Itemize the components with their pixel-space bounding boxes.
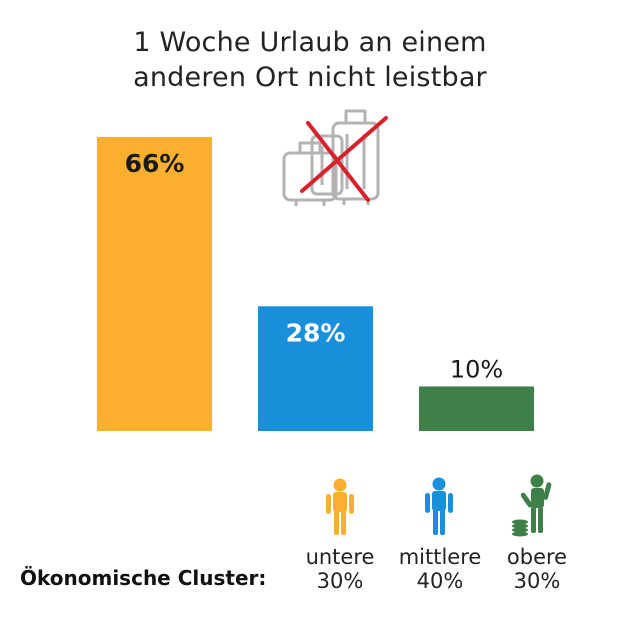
person-rich-icon [512,474,552,537]
chart-title-line-2: anderen Ort nicht leistbar [133,62,487,93]
value-label-mittlere: 28% [286,318,346,347]
cluster-label-upper: obere 30% [477,545,597,593]
value-label-obere: 10% [450,355,503,383]
cluster-share: 30% [316,569,364,593]
bar-mittlere [258,306,373,431]
axis-label: Ökonomische Cluster: [20,566,267,590]
person-poor-icon [326,478,354,535]
suitcase-crossed-icon [282,109,388,206]
cluster-share: 40% [416,569,464,593]
cluster-label-lower: untere 30% [280,545,400,593]
cluster-share: 30% [513,569,561,593]
chart-title-line-1: 1 Woche Urlaub an einem [133,27,487,58]
bar-untere [97,137,212,431]
cluster-name: untere [305,545,375,569]
value-label-untere: 66% [125,149,185,178]
cluster-name: mittlere [398,545,482,569]
cluster-label-middle: mittlere 40% [380,545,500,593]
bar-obere [419,386,534,431]
bars-group: 66% 28% 10% [97,137,534,431]
cluster-name: obere [506,545,568,569]
person-middle-icon [425,477,453,535]
